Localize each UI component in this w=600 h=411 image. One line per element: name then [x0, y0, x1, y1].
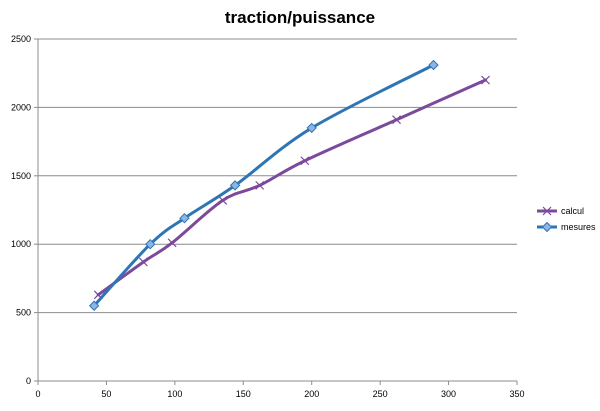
- legend-label-mesures: mesures: [561, 222, 596, 232]
- x-tick-label: 150: [236, 389, 251, 399]
- x-tick-label: 100: [167, 389, 182, 399]
- data-point-mesures: [428, 59, 439, 71]
- y-tick-label: 1000: [11, 239, 31, 249]
- data-point-calcul: [167, 238, 177, 248]
- legend-marker-mesures: [541, 221, 553, 233]
- data-point-mesures: [306, 122, 317, 134]
- data-point-mesures: [179, 213, 190, 224]
- data-point-calcul: [138, 257, 148, 267]
- legend-label-calcul: calcul: [561, 206, 584, 216]
- data-point-mesures: [88, 300, 100, 311]
- x-tick-label: 350: [509, 389, 524, 399]
- data-point-mesures: [145, 238, 156, 250]
- y-tick-label: 1500: [11, 171, 31, 181]
- y-tick-label: 0: [26, 376, 31, 386]
- x-tick-label: 50: [101, 389, 111, 399]
- data-point-mesures: [229, 180, 241, 191]
- series-line-mesures: [92, 63, 436, 308]
- series-line-calcul: [96, 78, 488, 297]
- x-tick-label: 0: [35, 389, 40, 399]
- x-tick-label: 250: [373, 389, 388, 399]
- y-tick-label: 500: [16, 308, 31, 318]
- data-point-calcul: [300, 156, 310, 166]
- y-tick-label: 2000: [11, 102, 31, 112]
- y-tick-label: 2500: [11, 34, 31, 44]
- chart-title: traction/puissance: [224, 8, 376, 27]
- data-point-calcul: [392, 115, 401, 125]
- x-tick-label: 200: [304, 389, 319, 399]
- data-point-calcul: [481, 75, 490, 85]
- x-tick-label: 300: [441, 389, 456, 399]
- legend-marker-calcul: [542, 206, 552, 216]
- data-point-calcul: [218, 195, 228, 205]
- data-point-calcul: [255, 180, 265, 190]
